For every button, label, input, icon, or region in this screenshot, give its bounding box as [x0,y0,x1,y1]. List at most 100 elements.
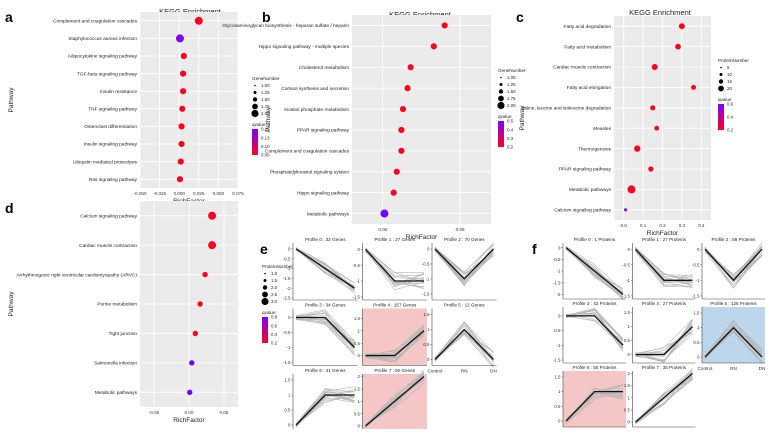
pathway-label: Valine, leucine and isoleucine degradati… [521,106,611,112]
color-legend-bar [718,104,724,130]
member-line [635,323,693,355]
member-line [565,384,624,422]
panel-title-c: KEGG Enrichment [629,8,692,17]
data-point [430,43,437,50]
x-tick-label: 0.05 [456,227,465,232]
y-tick-label: -1 [287,345,291,350]
data-point [691,84,696,90]
data-point [192,330,198,337]
color-legend-bar [498,121,504,147]
kegg-panel-a: a KEGG Enrichment -0.050 -0.025 0.000 0.025 0.… [5,7,280,205]
color-legend-label: 0.15 [261,127,270,132]
profile-title: Profile 3 : 34 Genes [305,303,346,308]
pathway-label: Calcium signaling pathway [554,208,611,214]
y-tick-label: 1 [697,325,700,330]
y-tick-label: 1.5 [354,386,361,391]
profile-title: Profile 7 : 35 Proteins [642,365,687,370]
x-tick-label: -0.025 [153,191,166,196]
profile-title: Profile 0 : 32 Genes [305,237,346,242]
member-line [365,379,425,426]
profile-title: Profile 7 : 92 Genes [374,368,415,373]
y-tick-label: -1 [356,279,360,284]
size-legend-label: 3.0 [271,299,278,304]
profile-title: Profile 0 : 1 Proteins [574,237,616,242]
y-tick-label: 0.5 [354,341,361,346]
y-tick-label: 0.5 [284,408,291,413]
member-line [635,330,693,361]
y-axis-label: Pathway [519,105,526,131]
profile-subplot: Profile 3 : 34 Genes 0 -0.5 -1 -1.5 [283,303,358,366]
y-tick-label: 0.5 [624,338,631,343]
pathway-label: Osteoclast differentiation [84,124,137,130]
member-line [704,321,763,357]
member-line [635,371,693,425]
data-point [178,123,185,130]
panel-letter-f: f [532,241,537,257]
pathway-label: Cardiac muscle contraction [79,243,137,249]
size-legend-label: 1.50 [507,89,516,94]
data-point [189,360,195,366]
y-tick-label: 1.5 [693,310,700,315]
data-point [624,208,628,212]
y-tick-label: 2 [358,374,361,379]
x-category-label: RN [461,369,468,374]
y-tick-label: 0 [358,353,361,358]
pathway-label: Metabolic pathways [569,187,612,193]
panel-letter-b: b [262,9,271,25]
size-legend-label: 2.0 [271,285,278,290]
profile-title: Profile 6 : 50 Proteins [573,365,618,370]
profile-title: Profile 3 : 42 Proteins [573,301,618,306]
member-line [434,249,494,282]
y-axis-label: Pathway [8,291,15,317]
pathway-label: Metabolic pathways [95,390,138,396]
member-line [635,248,693,287]
y-tick-label: 1.5 [423,312,430,317]
size-legend-label: 2.00 [261,111,270,116]
member-line [434,244,494,273]
y-tick-label: -1 [287,266,291,271]
pathway-label: Measles [593,126,611,132]
y-tick-label: -1.5 [553,358,561,363]
color-legend-title: qvalue [252,122,266,127]
mean-line [295,248,355,289]
color-legend-label: 0.4 [271,332,278,337]
member-line [565,309,624,341]
profile-subplot: Profile 5 : 12 Genes 0 0.5 1 1.5 Control RN DN [423,303,496,374]
pathway-label: Fatty acid degradation [564,24,612,30]
mean-line [365,375,425,427]
size-legend-dot [498,89,504,94]
profile-subplot: Profile 0 : 1 Proteins 0 -0.5 -1 -1.5 -2 [553,237,626,301]
data-point [176,176,184,183]
pathway-label: Salmonella infection [94,361,137,367]
member-line [365,248,425,283]
data-point [208,241,217,250]
size-legend-dot [252,103,258,110]
y-tick-label: -0.5 [283,330,291,335]
pathway-label: Purine metabolism [97,302,137,308]
size-legend-dot [500,76,502,79]
size-legend-label: 1.25 [507,82,516,87]
member-line [295,397,355,428]
pathway-label: PPAR signaling pathway [559,167,612,173]
data-point [404,85,411,92]
data-point [178,140,185,148]
member-line [565,392,624,424]
color-legend-label: 0.2 [727,128,734,133]
y-tick-label: 1.5 [284,378,291,383]
x-tick-label: 0.050 [213,191,225,196]
pathway-label: Cortisol synthesis and secretion [281,86,349,92]
y-tick-label: 0 [427,357,430,362]
y-tick-label: 2 [628,371,631,376]
size-legend-dot [718,79,724,84]
size-legend-dot [251,109,259,118]
size-legend-dot [499,83,503,86]
pathway-label: TNF signaling pathway [88,107,137,113]
size-legend-dot [497,101,505,110]
data-point [441,22,448,29]
size-legend-label: 1.75 [507,96,516,101]
y-tick-label: -1 [426,277,430,282]
profile-title: Profile 2 : 70 Genes [444,237,485,242]
mean-line [296,316,355,348]
pathway-label: Hippo signaling pathway [297,190,350,196]
kegg-panel-b: b KEGG Enrichment 0.00 0.05 Glycosaminoglyca… [222,9,526,241]
